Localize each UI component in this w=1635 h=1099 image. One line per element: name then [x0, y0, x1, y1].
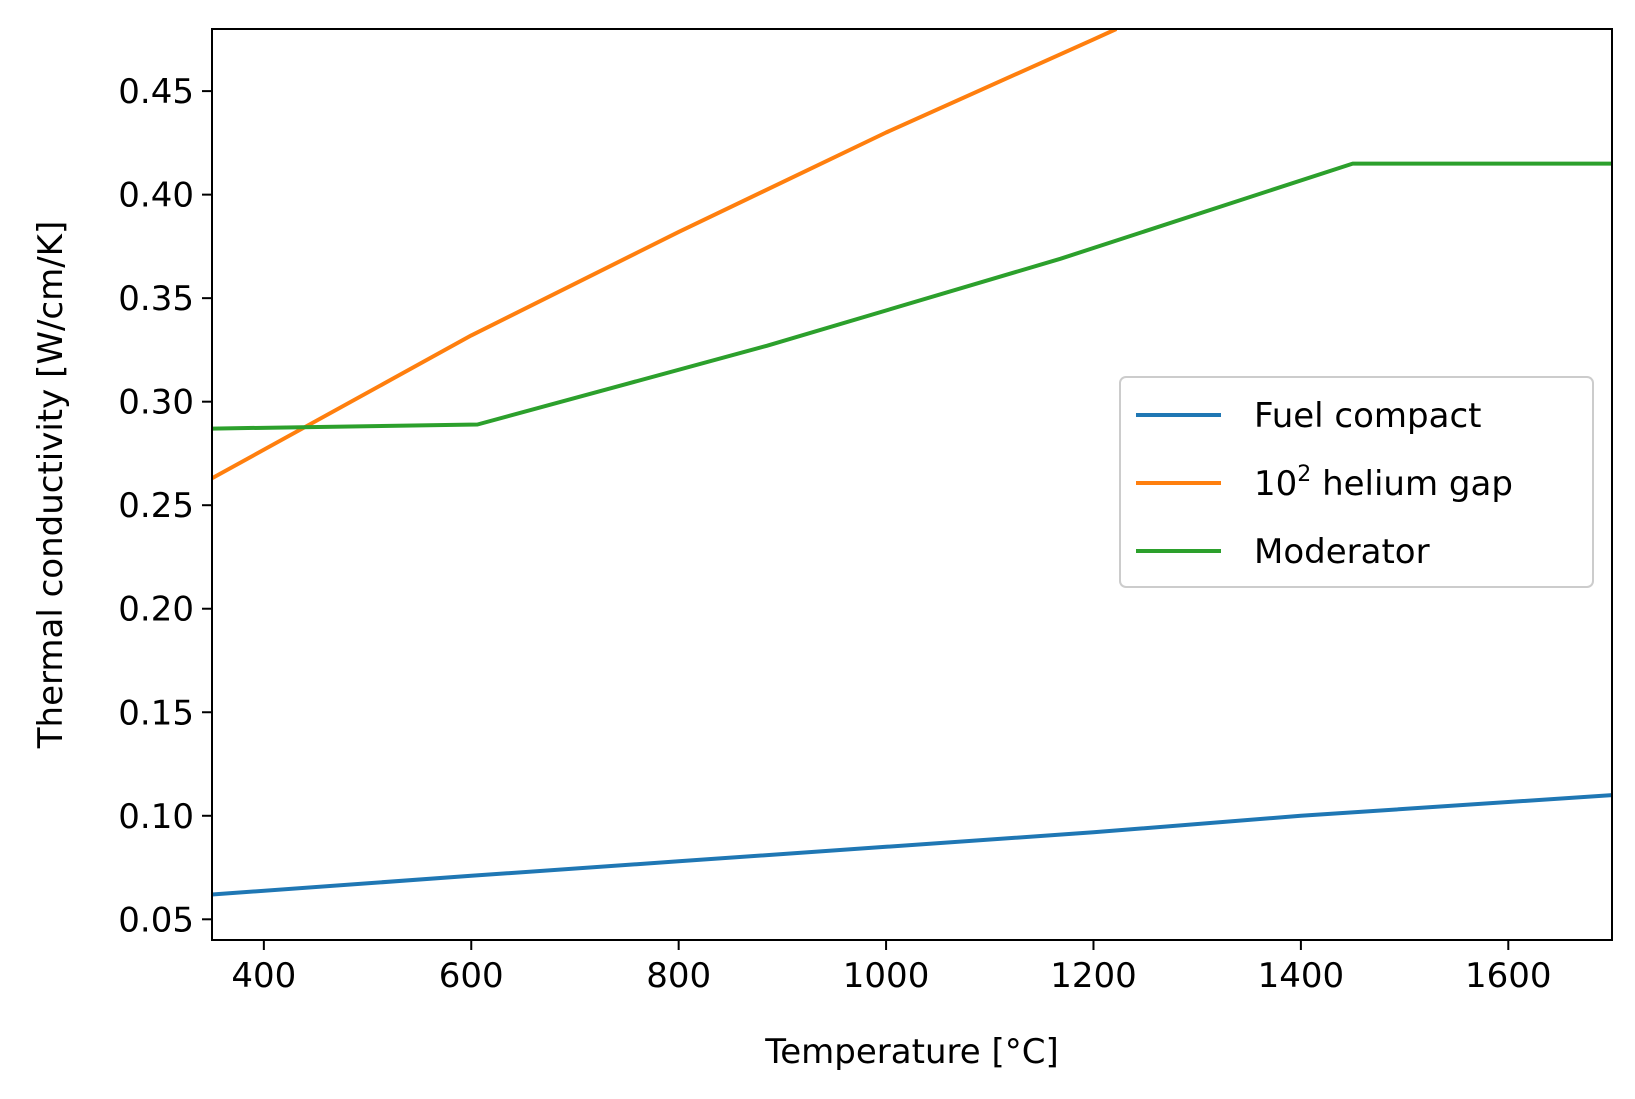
legend-box: [1119, 376, 1594, 588]
x-tick-label: 1000: [843, 956, 930, 996]
y-axis-label: Thermal conductivity [W/cm/K]: [31, 221, 71, 749]
y-tick-label: 0.45: [118, 72, 194, 112]
series-line-3: [212, 161, 1612, 431]
x-tick-label: 1400: [1258, 956, 1345, 996]
series-line-2: [212, 29, 1118, 481]
x-tick-label: 400: [231, 956, 296, 996]
y-axis: 0.05 0.10 0.15 0.20 0.25 0.30 0.35 0.40 0.45: [118, 72, 212, 940]
y-tick-label: 0.15: [118, 693, 194, 733]
series-line-1: [212, 793, 1612, 897]
y-tick-label: 0.10: [118, 797, 194, 837]
x-tick-label: 800: [646, 956, 711, 996]
y-tick-label: 0.35: [118, 279, 194, 319]
y-tick-label: 0.30: [118, 383, 194, 423]
y-tick-label: 0.25: [118, 486, 194, 526]
legend-label: Moderator: [1254, 532, 1430, 572]
y-tick-label: 0.05: [118, 900, 194, 940]
legend-label: 102 helium gap: [1254, 462, 1513, 504]
plot-area: [212, 29, 1612, 897]
x-tick-label: 1600: [1465, 956, 1552, 996]
x-tick-label: 600: [439, 956, 504, 996]
x-axis-label: Temperature [°C]: [764, 1032, 1058, 1072]
legend-label: Fuel compact: [1254, 396, 1481, 436]
x-tick-label: 1200: [1050, 956, 1137, 996]
y-tick-label: 0.40: [118, 176, 194, 216]
y-tick-label: 0.20: [118, 590, 194, 630]
x-axis: 400 600 800 1000 1200 1400 1600: [231, 940, 1552, 996]
plot-frame: [211, 28, 1613, 941]
legend: Fuel compact 102 helium gap Moderator: [1119, 376, 1594, 588]
